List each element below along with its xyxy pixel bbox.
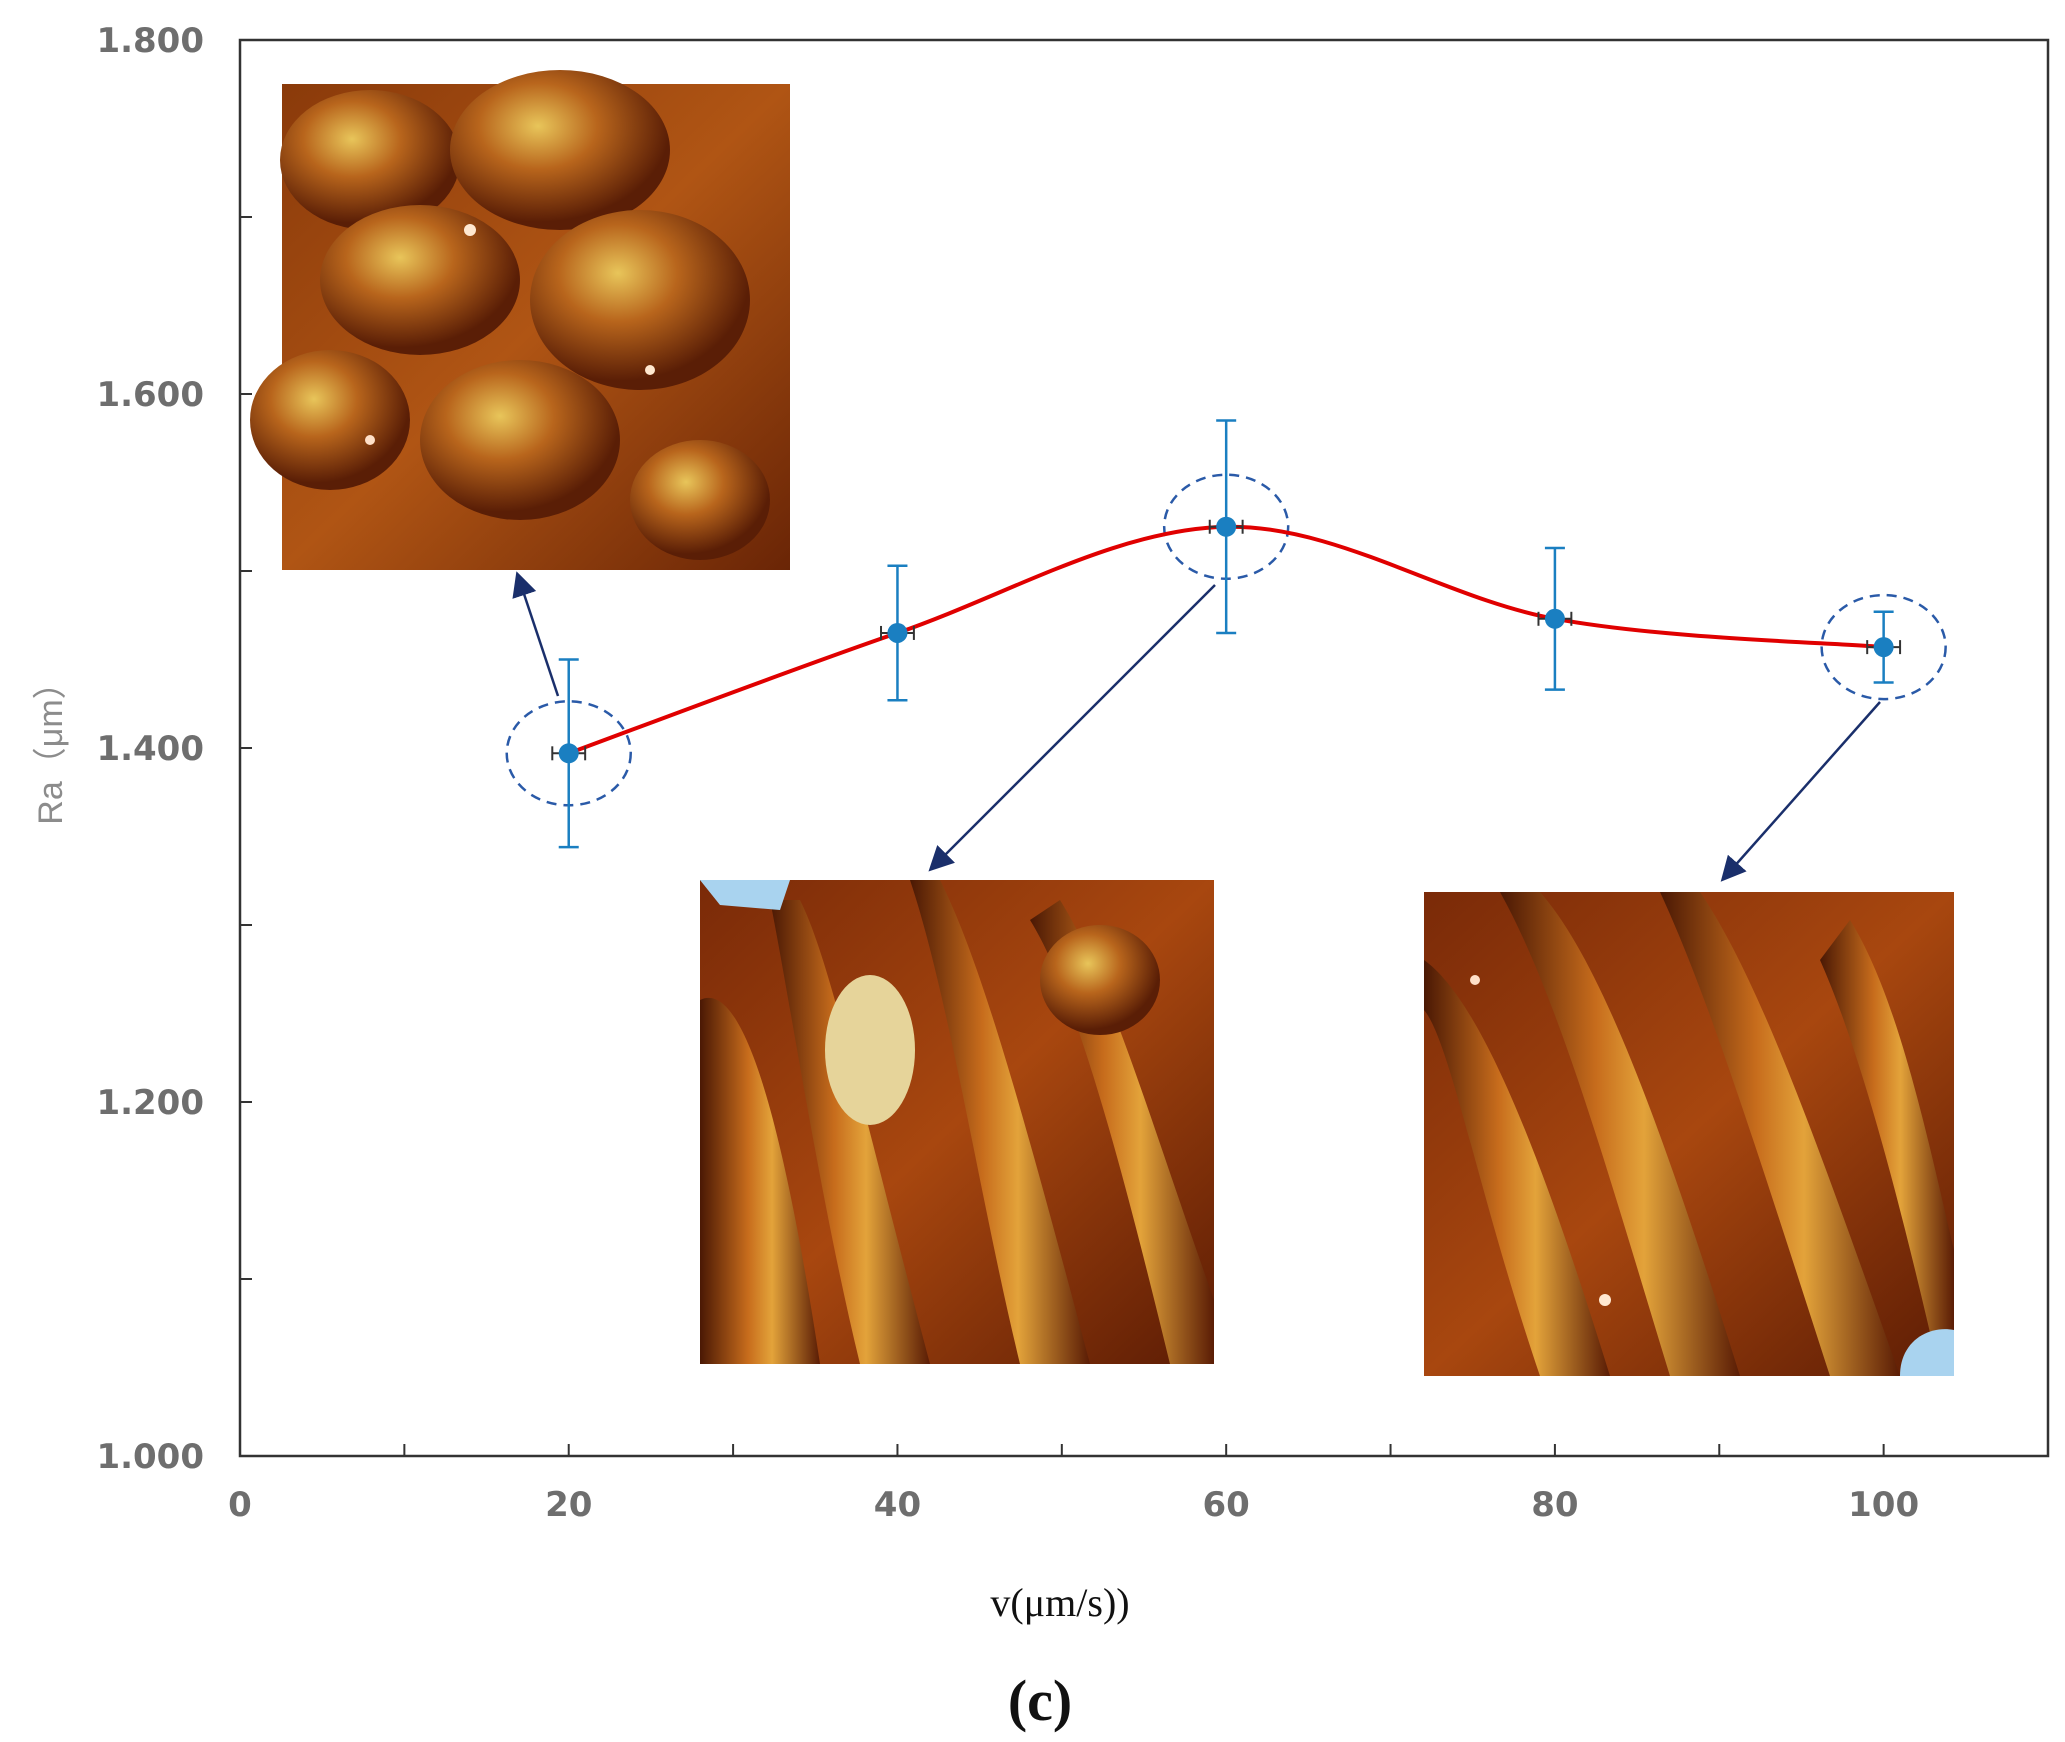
x-tick-label: 60 xyxy=(1203,1485,1250,1525)
x-axis-label: v(μm/s)) xyxy=(990,1580,1129,1625)
x-tick-label: 0 xyxy=(228,1485,252,1525)
data-points xyxy=(558,516,1894,764)
arrow-to-inset-20 xyxy=(512,571,560,697)
afm-inset-60 xyxy=(700,880,1214,1364)
data-point-80 xyxy=(1544,608,1565,629)
y-tick-label: 1.600 xyxy=(96,375,204,415)
afm-inset-20 xyxy=(250,70,790,570)
inset-pointers xyxy=(512,571,1881,882)
x-tick-label: 80 xyxy=(1531,1485,1578,1525)
y-axis-label: Ra（μm） xyxy=(32,665,70,824)
afm-inset-100 xyxy=(1424,892,1954,1376)
y-tick-label: 1.800 xyxy=(96,21,204,61)
data-point-40 xyxy=(887,622,908,643)
arrow-to-inset-60 xyxy=(928,584,1216,872)
axis-ticks xyxy=(240,39,2049,1457)
x-tick-label: 100 xyxy=(1848,1485,1919,1525)
x-tick-label: 20 xyxy=(545,1485,592,1525)
y-tick-label: 1.400 xyxy=(96,729,204,769)
arrow-to-inset-100 xyxy=(1720,701,1881,882)
data-point-100 xyxy=(1873,637,1894,658)
data-point-20 xyxy=(558,743,579,764)
y-tick-label: 1.000 xyxy=(96,1437,204,1477)
y-tick-label: 1.200 xyxy=(96,1083,204,1123)
highlight-circle-100 xyxy=(1820,593,1947,701)
x-tick-label: 40 xyxy=(874,1485,921,1525)
data-point-60 xyxy=(1216,516,1237,537)
panel-label: (c) xyxy=(1008,1668,1072,1733)
axis-tick-labels: 0 20 40 60 80 100 1.000 1.200 1.400 1.600 1.800 xyxy=(96,21,1919,1525)
